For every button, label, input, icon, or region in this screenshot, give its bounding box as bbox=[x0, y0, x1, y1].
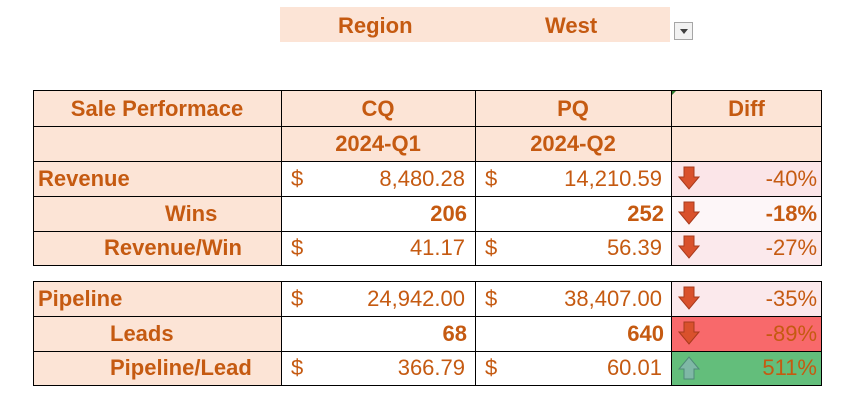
grid-line bbox=[821, 90, 822, 266]
pipeline-row bbox=[33, 281, 281, 316]
arrow-up-icon bbox=[678, 356, 700, 380]
grid-line bbox=[281, 90, 282, 266]
grid-line bbox=[33, 90, 34, 266]
row-label-revenue: Revenue bbox=[38, 166, 130, 191]
arrow-down-icon bbox=[678, 321, 700, 345]
header-background bbox=[33, 90, 822, 161]
header-title: Sale Performace bbox=[70, 96, 244, 121]
currency-symbol: $ bbox=[291, 355, 304, 380]
grid-line bbox=[33, 90, 822, 91]
arrow-down-icon bbox=[678, 286, 700, 310]
arrow-down-icon bbox=[678, 235, 700, 259]
grid-line bbox=[33, 281, 822, 282]
grid-line bbox=[33, 385, 822, 386]
grid-line bbox=[33, 196, 822, 197]
leads-diff: -89% bbox=[765, 321, 817, 346]
pipeline-diff: -35% bbox=[765, 286, 817, 311]
revenue-row bbox=[33, 161, 281, 196]
ppl-row-label-bg bbox=[33, 351, 281, 385]
row-label-pipeline-per-lead: Pipeline/Lead bbox=[110, 355, 252, 380]
currency-symbol: $ bbox=[291, 286, 304, 311]
leads-pq: 640 bbox=[627, 321, 664, 346]
chevron-down-icon bbox=[679, 28, 688, 34]
pipeline-cq: 24,942.00 bbox=[367, 286, 465, 311]
wins-pq: 252 bbox=[627, 201, 664, 226]
region-label: Region bbox=[338, 13, 413, 38]
row-label-revenue-per-win: Revenue/Win bbox=[104, 235, 242, 260]
revenue-per-win-diff: -27% bbox=[765, 235, 817, 260]
wins-row-label-bg bbox=[33, 196, 281, 231]
grid-line bbox=[281, 281, 282, 386]
grid-line bbox=[821, 281, 822, 386]
wins-diff: -18% bbox=[765, 201, 817, 226]
revenue-per-win-cq: 41.17 bbox=[409, 235, 465, 260]
comment-marker bbox=[671, 90, 677, 96]
row-label-pipeline: Pipeline bbox=[38, 286, 123, 311]
region-value[interactable]: West bbox=[545, 13, 598, 38]
pipeline-per-lead-pq: 60.01 bbox=[606, 355, 662, 380]
grid-line bbox=[671, 90, 672, 266]
leads-row-label-bg bbox=[33, 316, 281, 351]
region-dropdown-button[interactable] bbox=[674, 22, 693, 40]
pipeline-pq: 38,407.00 bbox=[564, 286, 662, 311]
arrow-down-icon bbox=[678, 166, 700, 190]
grid-line bbox=[33, 231, 822, 232]
grid-line bbox=[475, 281, 476, 386]
grid-line bbox=[33, 126, 822, 127]
rpw-row-label-bg bbox=[33, 231, 281, 265]
currency-symbol: $ bbox=[291, 166, 304, 191]
revenue-pq: 14,210.59 bbox=[564, 166, 662, 191]
currency-symbol: $ bbox=[291, 235, 304, 260]
currency-symbol: $ bbox=[485, 166, 498, 191]
grid-line bbox=[33, 265, 822, 266]
grid-line bbox=[671, 281, 672, 386]
leads-cq: 68 bbox=[442, 321, 467, 346]
currency-symbol: $ bbox=[485, 355, 498, 380]
pipeline-per-lead-cq: 366.79 bbox=[397, 355, 465, 380]
row-label-wins: Wins bbox=[165, 201, 218, 226]
revenue-diff: -40% bbox=[765, 166, 817, 191]
currency-symbol: $ bbox=[485, 235, 498, 260]
wins-cq: 206 bbox=[430, 201, 467, 226]
region-filter bbox=[280, 7, 670, 42]
revenue-per-win-pq: 56.39 bbox=[606, 235, 662, 260]
grid-line bbox=[33, 316, 822, 317]
grid-line bbox=[33, 161, 822, 162]
header-diff: Diff bbox=[728, 96, 765, 121]
header-pq-period: 2024-Q2 bbox=[530, 131, 616, 156]
revenue-cq: 8,480.28 bbox=[379, 166, 465, 191]
header-pq: PQ bbox=[557, 96, 589, 121]
arrow-down-icon bbox=[678, 201, 700, 225]
grid-line bbox=[33, 351, 822, 352]
header-cq: CQ bbox=[361, 96, 395, 121]
currency-symbol: $ bbox=[485, 286, 498, 311]
header-cq-period: 2024-Q1 bbox=[335, 131, 421, 156]
grid-line bbox=[33, 281, 34, 386]
pipeline-per-lead-diff: 511% bbox=[762, 355, 817, 380]
grid-line bbox=[475, 90, 476, 266]
row-label-leads: Leads bbox=[110, 321, 174, 346]
